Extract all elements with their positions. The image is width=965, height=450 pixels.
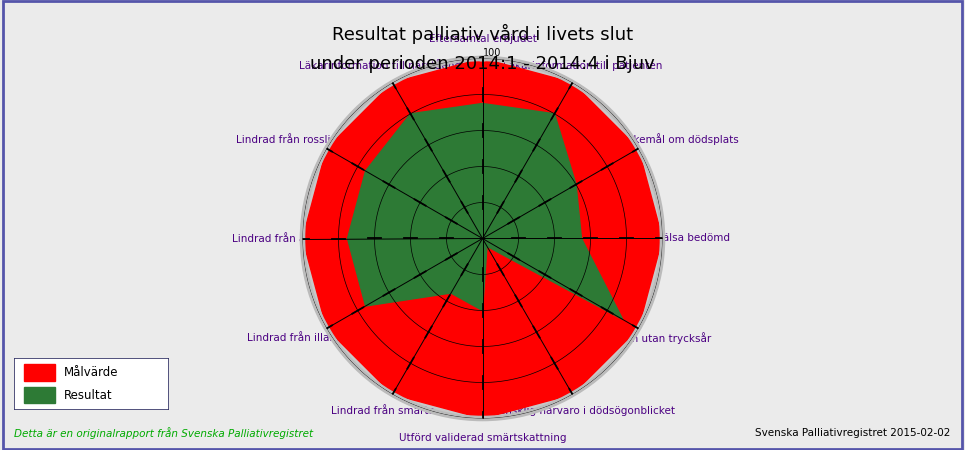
Polygon shape: [347, 104, 622, 320]
Bar: [24, 387, 55, 403]
Text: Svenska Palliativregistret 2015-02-02: Svenska Palliativregistret 2015-02-02: [756, 428, 951, 438]
Bar: [24, 364, 55, 381]
Text: Målvärde: Målvärde: [64, 366, 119, 379]
Polygon shape: [302, 58, 663, 418]
Text: Resultat palliativ vård i livets slut: Resultat palliativ vård i livets slut: [332, 24, 633, 44]
FancyBboxPatch shape: [14, 358, 169, 410]
Text: Resultat: Resultat: [64, 388, 113, 401]
Text: under perioden 2014:1 - 2014:4 i Bjuv: under perioden 2014:1 - 2014:4 i Bjuv: [310, 55, 655, 73]
Polygon shape: [302, 58, 663, 418]
Text: Detta är en originalrapport från Svenska Palliativregistret: Detta är en originalrapport från Svenska…: [14, 427, 314, 439]
